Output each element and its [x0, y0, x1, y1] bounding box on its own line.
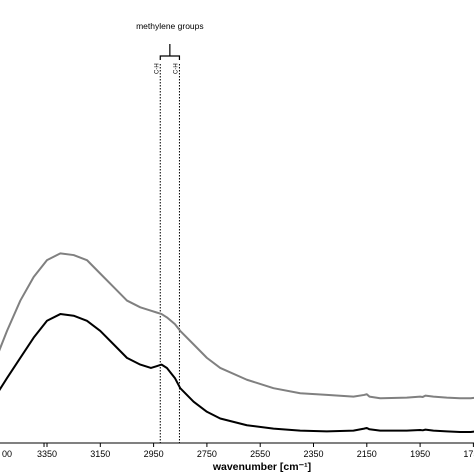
- band-label: C-H: [173, 63, 179, 74]
- x-tick-label: 1750: [463, 449, 474, 459]
- x-tick-label: 3350: [37, 449, 57, 459]
- annotation-bracket: [159, 55, 181, 60]
- x-tick-label: 3150: [90, 449, 110, 459]
- x-tick-label: 2150: [357, 449, 377, 459]
- x-tick-label: 00: [2, 449, 12, 459]
- x-tick-label: 2950: [144, 449, 164, 459]
- series-line: [0, 252, 474, 400]
- band-labels: C-HC-HAmid IAmid IICH₂COO⁻ groupsO-HAmid…: [154, 63, 179, 74]
- series-line: [0, 313, 474, 433]
- x-tick-label: 2750: [197, 449, 217, 459]
- x-tick-label: 2350: [303, 449, 323, 459]
- band-label: C-H: [154, 63, 160, 74]
- spectrum-series: [0, 252, 474, 433]
- x-axis-title: wavenumber [cm⁻¹]: [212, 461, 311, 473]
- x-tick-label: 1950: [410, 449, 430, 459]
- annotation-label: methylene groups: [136, 21, 204, 31]
- x-tick-label: 2550: [250, 449, 270, 459]
- band-reference-lines: [159, 64, 180, 443]
- methylene-bracket: methylene groups: [136, 21, 204, 60]
- x-axis-ticks: 0033503150295027502550235021501950175015…: [2, 443, 474, 459]
